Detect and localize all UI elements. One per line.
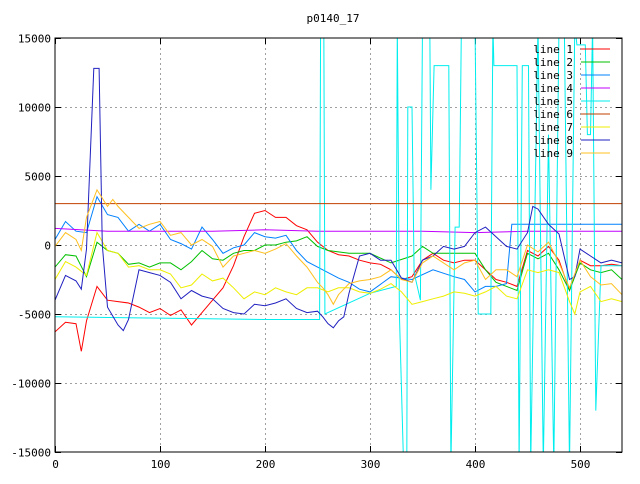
x-tick-label: 500 xyxy=(571,458,591,471)
legend-label: line 1 xyxy=(533,43,573,56)
series-line-8 xyxy=(55,67,622,332)
y-tick-label: -5000 xyxy=(18,309,51,322)
y-tick-label: 5000 xyxy=(25,171,52,184)
legend-label: line 9 xyxy=(533,147,573,160)
series-line-7 xyxy=(55,231,622,316)
x-tick-label: 0 xyxy=(52,458,59,471)
series-line-2 xyxy=(55,236,622,292)
legend-label: line 4 xyxy=(533,82,573,95)
series-line-3 xyxy=(55,195,622,293)
series-line-4 xyxy=(55,227,622,234)
axis-ticks: 0 100 200 300 400 500 -15000 -10000 -5000 0 5000 10… xyxy=(11,33,622,471)
series-line-9 xyxy=(55,188,622,306)
series-lines xyxy=(55,38,622,452)
legend-label: line 7 xyxy=(533,121,573,134)
x-tick-label: 200 xyxy=(256,458,276,471)
y-tick-label: 0 xyxy=(44,240,51,253)
series-line-1 xyxy=(55,209,622,352)
legend-label: line 2 xyxy=(533,56,573,69)
y-tick-label: 10000 xyxy=(18,102,51,115)
x-tick-label: 300 xyxy=(361,458,381,471)
legend-label: line 6 xyxy=(533,108,573,121)
y-tick-label: -15000 xyxy=(11,447,51,460)
x-tick-label: 100 xyxy=(151,458,171,471)
y-tick-label: 15000 xyxy=(18,33,51,46)
chart-title: p0140_17 xyxy=(307,12,360,25)
y-tick-label: -10000 xyxy=(11,378,51,391)
legend-label: line 3 xyxy=(533,69,573,82)
legend-label: line 8 xyxy=(533,134,573,147)
series-line-5 xyxy=(55,38,622,452)
plot-frame xyxy=(54,37,623,453)
x-tick-label: 400 xyxy=(466,458,486,471)
legend-label: line 5 xyxy=(533,95,573,108)
